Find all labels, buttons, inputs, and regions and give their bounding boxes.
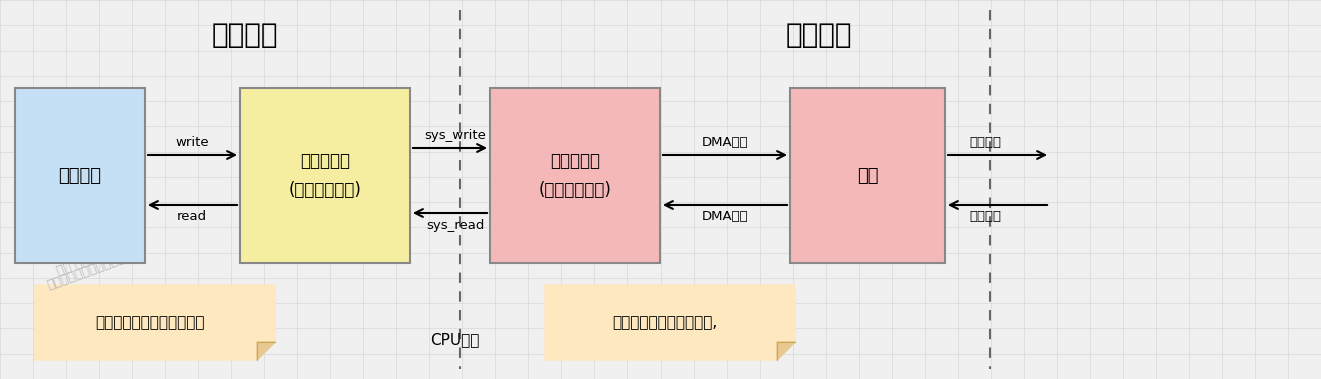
Text: CPU复制: CPU复制 [431,332,480,348]
Text: write: write [176,136,209,149]
Text: read: read [177,210,207,224]
Bar [790,88,945,263]
Polygon shape [546,285,795,360]
Text: 用户空间: 用户空间 [211,21,277,49]
Text: 内核缓冲区
(内核空间内存): 内核缓冲区 (内核空间内存) [539,152,612,199]
Text: 网卡: 网卡 [857,166,878,185]
Polygon shape [258,342,275,360]
Text: 应用程序运行于用户空间。: 应用程序运行于用户空间。 [95,315,205,330]
Text: 程序代码: 程序代码 [58,166,102,185]
Text: DMA复制: DMA复制 [701,136,748,149]
Text: 用户缓冲区
(用户空间内存): 用户缓冲区 (用户空间内存) [288,152,362,199]
Text: 网络传输: 网络传输 [970,210,1001,224]
Polygon shape [34,285,275,360]
Text: DMA复制: DMA复制 [701,210,748,224]
Bar [490,88,660,263]
Bar [15,88,145,263]
Text: 网络传输: 网络传输 [970,136,1001,149]
Text: sys_write: sys_write [424,130,486,143]
Text: 内核空间: 内核空间 [786,21,852,49]
Text: sys_read: sys_read [425,219,485,232]
Text: 关注公众号：技术自由圈: 关注公众号：技术自由圈 [45,252,127,292]
Bar [240,88,410,263]
Text: 领取 尼恩 学习圣经 PDF: 领取 尼恩 学习圣经 PDF [55,232,151,277]
Polygon shape [777,342,795,360]
Text: 驱动程序运行在内核空间,: 驱动程序运行在内核空间, [613,315,717,330]
